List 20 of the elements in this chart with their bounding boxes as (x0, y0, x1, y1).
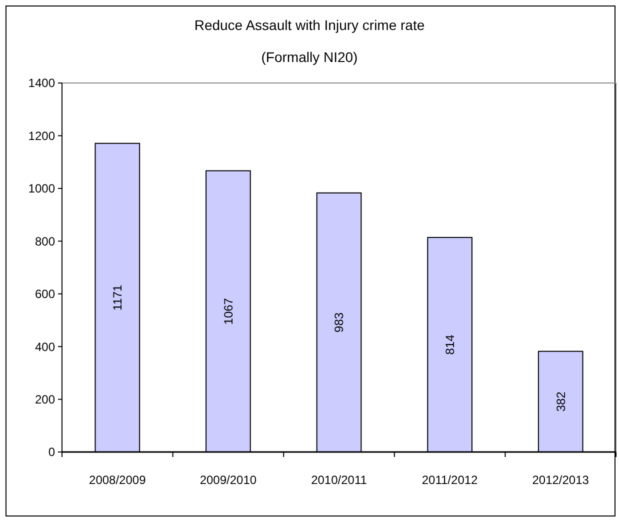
y-tick-label: 600 (34, 287, 56, 302)
y-tick-label: 400 (34, 340, 56, 354)
y-tick-label: 0 (48, 445, 56, 460)
data-label: 814 (443, 334, 457, 355)
chart-subtitle: (Formally NI20) (261, 49, 358, 65)
x-tick-label: 2008/2009 (89, 473, 146, 487)
chart-title: Reduce Assault with Injury crime rate (194, 17, 425, 33)
y-tick-label: 1400 (28, 76, 56, 90)
y-tick-label: 800 (34, 234, 56, 248)
data-label: 1171 (110, 284, 125, 311)
data-label: 382 (554, 391, 568, 412)
x-tick-label: 2012/2013 (532, 473, 590, 487)
x-tick-label: 2009/2010 (200, 473, 257, 487)
y-tick-label: 1000 (28, 182, 56, 196)
data-label: 983 (332, 312, 346, 332)
x-tick-label: 2010/2011 (311, 473, 368, 487)
data-label: 1067 (221, 298, 236, 325)
y-tick-label: 200 (34, 392, 56, 406)
y-tick-label: 1200 (28, 128, 56, 143)
x-tick-label: 2011/2012 (422, 473, 478, 487)
